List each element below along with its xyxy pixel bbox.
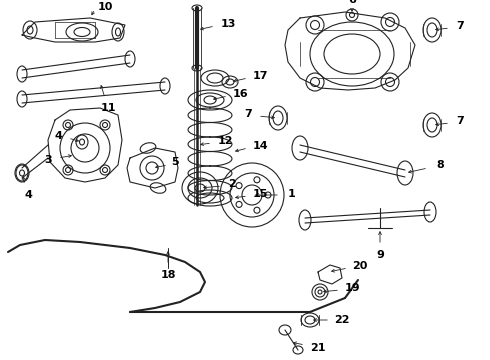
Text: 21: 21: [310, 343, 326, 353]
Text: 2: 2: [228, 179, 236, 189]
Text: 11: 11: [100, 103, 116, 113]
Text: 4: 4: [24, 190, 32, 200]
Text: 1: 1: [288, 189, 296, 199]
Text: 9: 9: [376, 250, 384, 260]
Text: 15: 15: [252, 189, 268, 199]
Text: 7: 7: [244, 109, 252, 119]
Text: 13: 13: [220, 19, 236, 29]
Text: 12: 12: [217, 136, 233, 146]
Text: 14: 14: [252, 141, 268, 151]
Text: 5: 5: [171, 157, 179, 167]
Text: 16: 16: [232, 89, 248, 99]
Text: 4: 4: [54, 131, 62, 141]
Text: 22: 22: [334, 315, 350, 325]
Text: 8: 8: [436, 160, 444, 170]
Text: 18: 18: [160, 270, 176, 280]
Text: 20: 20: [352, 261, 368, 271]
Text: 10: 10: [98, 2, 113, 12]
Text: 19: 19: [344, 283, 360, 293]
Text: 7: 7: [456, 21, 464, 31]
Text: 3: 3: [44, 155, 52, 165]
Text: 7: 7: [456, 116, 464, 126]
Text: 6: 6: [348, 0, 356, 5]
Text: 17: 17: [252, 71, 268, 81]
